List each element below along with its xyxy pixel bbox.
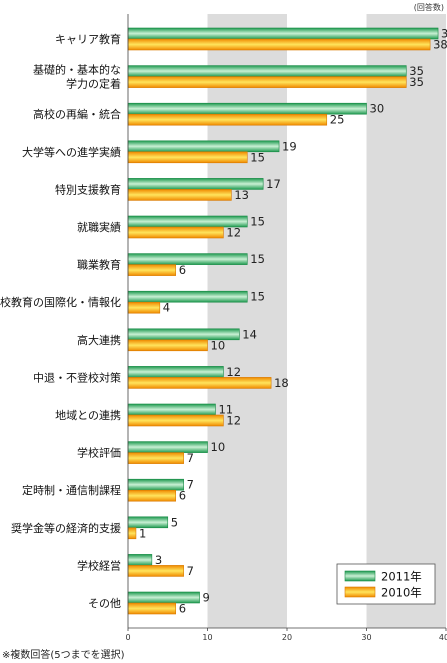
data-label: 1 — [139, 526, 146, 540]
x-tick-label: 40 — [439, 633, 447, 642]
category-label: 学校教育の国際化・情報化 — [0, 295, 121, 309]
data-label: 30 — [370, 102, 385, 116]
x-tick-label: 20 — [282, 633, 292, 642]
bar-2010 — [127, 602, 177, 615]
data-label: 9 — [203, 591, 210, 605]
legend-swatch-2010 — [344, 586, 376, 598]
x-tick-label: 10 — [202, 633, 212, 642]
bar-2011 — [127, 516, 169, 529]
bar-2010 — [127, 414, 224, 427]
shaded-band — [366, 14, 446, 628]
bar-2010 — [127, 189, 232, 201]
data-label: 25 — [330, 113, 345, 127]
category-label: 中退・不登校対策 — [33, 370, 121, 384]
data-label: 10 — [211, 440, 226, 454]
data-label: 18 — [274, 376, 289, 390]
bar-2010 — [127, 151, 248, 164]
category-label: 学校経営 — [77, 558, 121, 572]
data-label: 7 — [187, 478, 194, 492]
data-label: 15 — [250, 290, 265, 304]
bar-2010 — [127, 301, 161, 314]
bar-2011 — [127, 403, 216, 416]
data-label: 14 — [242, 327, 257, 341]
bar-2010 — [127, 76, 407, 88]
bar-2011 — [127, 253, 248, 265]
data-label: 12 — [226, 414, 241, 428]
category-label: 特別支援教育 — [55, 182, 121, 196]
data-label: 15 — [250, 252, 265, 266]
bar-2011 — [127, 366, 224, 378]
footnote: ※複数回答(5つまでを選択) — [2, 650, 125, 661]
data-label: 19 — [282, 139, 297, 153]
data-label: 39 — [441, 27, 447, 41]
legend-label: 2010年 — [381, 586, 422, 600]
unit-label: (回答数) — [414, 2, 444, 12]
bar-2010 — [127, 377, 272, 389]
data-label: 6 — [179, 489, 186, 503]
data-label: 12 — [226, 226, 241, 240]
data-label: 10 — [211, 338, 226, 352]
data-label: 17 — [266, 177, 281, 191]
data-label: 35 — [409, 75, 424, 89]
category-label: 高大連携 — [77, 333, 121, 347]
bar-2011 — [127, 591, 200, 604]
category-label: 基礎的・基本的な学力の定着 — [33, 63, 121, 91]
category-label: 高校の再編・統合 — [33, 107, 121, 121]
category-label: 定時制・通信制課程 — [22, 483, 121, 497]
data-label: 3 — [155, 553, 162, 567]
x-tick-label: 30 — [361, 633, 371, 642]
category-label: その他 — [88, 597, 121, 610]
bar-2011 — [127, 441, 208, 453]
category-label: キャリア教育 — [55, 32, 121, 46]
data-label: 6 — [179, 263, 186, 277]
bar-2010 — [127, 489, 177, 502]
bar-2011 — [127, 478, 184, 491]
bar-2011 — [127, 65, 407, 77]
bar-2011 — [127, 27, 439, 40]
bar-2011 — [127, 554, 153, 566]
bar-2010 — [127, 226, 224, 239]
data-label: 15 — [250, 150, 265, 164]
bar-2010 — [127, 264, 177, 276]
data-label: 12 — [226, 365, 241, 379]
legend-swatch-2011 — [344, 570, 376, 582]
data-label: 5 — [171, 515, 178, 529]
data-label: 13 — [234, 188, 249, 202]
data-label: 38 — [433, 38, 447, 52]
data-label: 7 — [187, 564, 194, 578]
category-label: 地域との連携 — [55, 408, 121, 422]
data-label: 11 — [218, 403, 233, 417]
bar-2010 — [127, 452, 184, 464]
x-tick-label: 0 — [125, 633, 130, 642]
bar-2010 — [127, 565, 184, 577]
bar-2011 — [127, 290, 248, 303]
data-label: 6 — [179, 602, 186, 616]
category-label: 奨学金等の経済的支援 — [11, 521, 121, 535]
category-label: 大学等への進学実績 — [22, 145, 121, 159]
data-label: 4 — [163, 301, 170, 315]
legend-label: 2011年 — [381, 570, 422, 584]
category-label: 職業教育 — [77, 258, 121, 272]
category-label: 学校評価 — [77, 446, 121, 460]
bar-2010 — [127, 339, 208, 352]
bar-2010 — [127, 38, 431, 51]
data-label: 35 — [409, 64, 424, 78]
category-label: 就職実績 — [77, 220, 121, 234]
bar-2010 — [127, 527, 137, 540]
bar-2010 — [127, 113, 328, 126]
legend-box — [336, 563, 436, 605]
data-label: 7 — [187, 451, 194, 465]
data-label: 15 — [250, 215, 265, 229]
